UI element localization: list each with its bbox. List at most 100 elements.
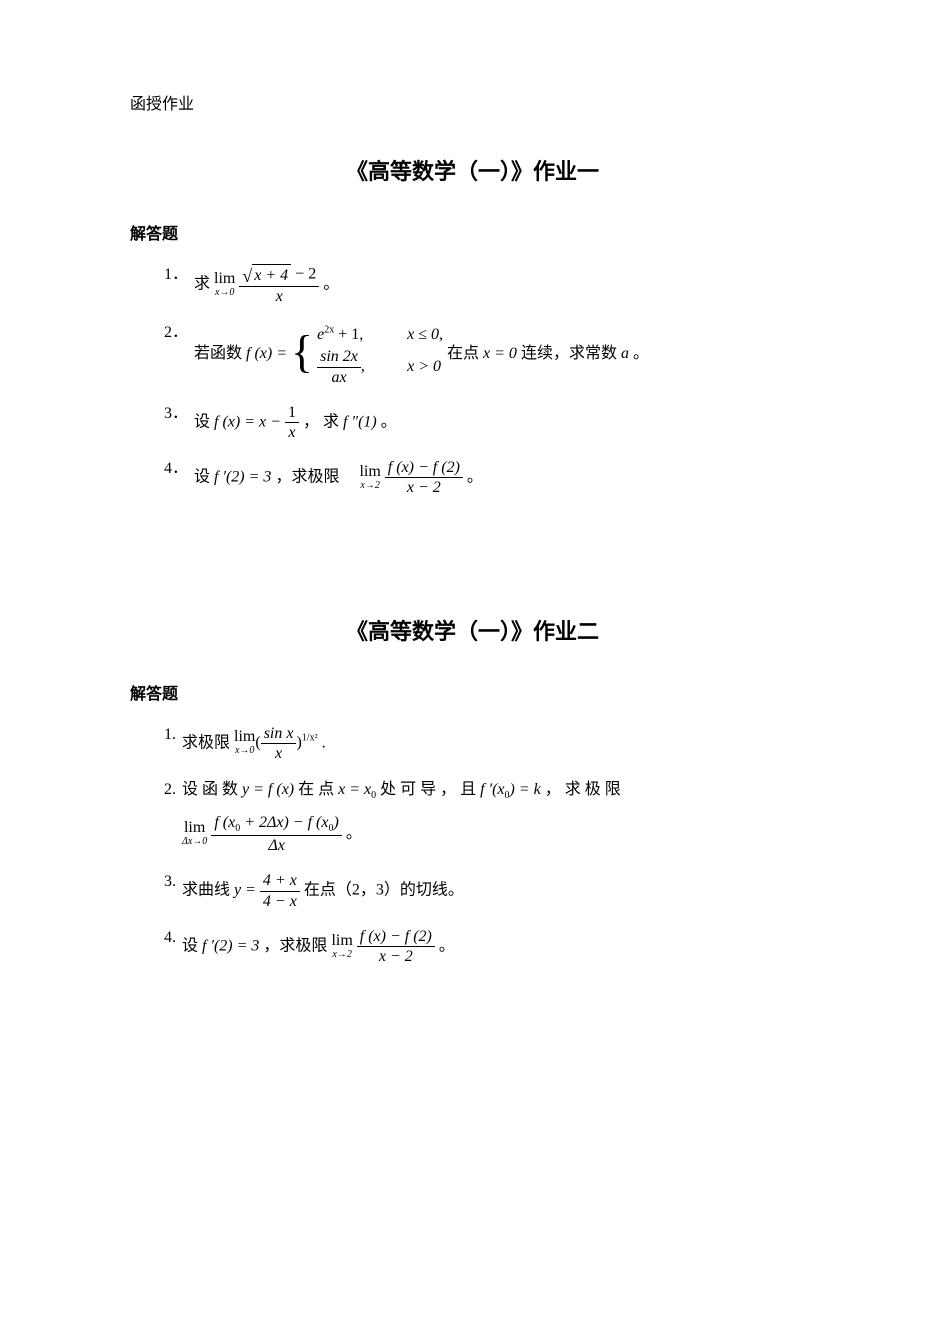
denominator: x <box>285 423 299 442</box>
problem-body: 设 f (x) = x − 1 x ， 求 f ″(1) 。 <box>194 403 815 442</box>
text: a <box>621 345 629 362</box>
text: 求曲线 <box>182 882 234 899</box>
text: 。 <box>633 345 649 362</box>
text: ，求极限 <box>263 937 331 954</box>
denominator: 4 − x <box>260 892 300 911</box>
text: + 1, <box>334 326 363 343</box>
text: ，求极限 <box>275 468 355 485</box>
limit: lim x→2 <box>331 933 352 961</box>
a2-problem-2: 2. 设 函 数 y = f (x) 在 点 x = x0 处 可 导 ， 且 … <box>130 779 815 803</box>
fraction: 4 + x 4 − x <box>260 871 300 910</box>
text: 若函数 <box>194 345 246 362</box>
text: 。 <box>381 413 397 430</box>
text: f (x) = x − <box>214 413 285 430</box>
fraction: f (x) − f (2) x − 2 <box>385 458 463 497</box>
a2-problem-1: 1. 求极限 lim x→0 ( sin x x )1/x² . <box>130 724 815 763</box>
text: 。 <box>467 468 483 485</box>
problem-number: 1. <box>164 724 176 746</box>
text: f ″(1) <box>343 413 377 430</box>
numerator: f (x) − f (2) <box>385 458 463 478</box>
text: 。 <box>323 276 339 293</box>
limit-sub: x→2 <box>359 480 380 492</box>
limit: lim x→0 <box>234 729 255 757</box>
numerator: 1 <box>285 403 299 423</box>
assignment-2-title: 《高等数学（一）》作业二 <box>130 614 815 646</box>
fx: f (x) = <box>246 345 291 362</box>
text: 设 <box>194 468 214 485</box>
text: 求极限 <box>182 734 234 751</box>
text: 设 函 数 <box>182 781 242 798</box>
condition: x > 0 <box>397 354 441 380</box>
text: f (x <box>214 814 235 831</box>
denominator: Δx <box>211 836 342 855</box>
page: 函授作业 《高等数学（一）》作业一 解答题 1． 求 lim x→0 √ x +… <box>0 0 945 1337</box>
text: + 2Δx) − f (x <box>240 814 328 831</box>
limit-sub: Δx→0 <box>182 836 207 848</box>
fraction: sin x x <box>261 724 297 763</box>
a1-problem-3: 3． 设 f (x) = x − 1 x ， 求 f ″(1) 。 <box>130 403 815 442</box>
a1-problem-4: 4． 设 f ′(2) = 3 ，求极限 lim x→2 f (x) − f (… <box>130 458 815 497</box>
piecewise: e2x + 1, x ≤ 0, sin 2x ax , x > 0 <box>317 322 443 387</box>
problem-body: lim Δx→0 f (x0 + 2Δx) − f (x0) Δx 。 <box>182 813 815 855</box>
text: 设 <box>182 937 202 954</box>
a2-problem-4: 4. 设 f ′(2) = 3 ，求极限 lim x→2 f (x) − f (… <box>130 927 815 966</box>
condition: x ≤ 0, <box>397 322 443 348</box>
text: 。 <box>439 937 455 954</box>
spacer <box>130 514 815 614</box>
text: 在 点 <box>298 781 338 798</box>
problem-body: 求极限 lim x→0 ( sin x x )1/x² . <box>182 724 815 763</box>
limit-sub: x→2 <box>331 949 352 961</box>
assignment-2-section-label: 解答题 <box>130 680 815 704</box>
denominator: ax <box>317 368 361 387</box>
sqrt-body: x + 4 <box>252 264 291 286</box>
numerator: sin 2x <box>317 347 361 367</box>
problem-body: 求 lim x→0 √ x + 4 − 2 x 。 <box>194 264 815 306</box>
limit-sub: x→0 <box>214 287 235 299</box>
a1-problem-1: 1． 求 lim x→0 √ x + 4 − 2 x <box>130 264 815 306</box>
subscript: 0 <box>371 790 376 801</box>
spacer <box>164 813 176 835</box>
assignment-1-title: 《高等数学（一）》作业一 <box>130 154 815 186</box>
problem-body: 设 函 数 y = f (x) 在 点 x = x0 处 可 导 ， 且 f ′… <box>182 779 815 803</box>
problem-number: 3． <box>164 403 188 425</box>
text: 设 <box>194 413 214 430</box>
header-label: 函授作业 <box>130 90 815 114</box>
problem-number: 1． <box>164 264 188 286</box>
text: 求 <box>194 276 210 293</box>
text: f ′(x0) = k <box>480 781 541 798</box>
a2-problem-2-line2: lim Δx→0 f (x0 + 2Δx) − f (x0) Δx 。 <box>130 813 815 855</box>
problem-number: 2． <box>164 322 188 344</box>
problem-number: 3. <box>164 871 176 893</box>
text: ， 求 极 限 <box>545 781 621 798</box>
problem-body: 若函数 f (x) = { e2x + 1, x ≤ 0, sin 2x ax … <box>194 322 815 387</box>
problem-number: 2. <box>164 779 176 801</box>
text: , <box>361 358 365 375</box>
fraction: f (x) − f (2) x − 2 <box>357 927 435 966</box>
problem-number: 4． <box>164 458 188 480</box>
superscript: 2x <box>324 324 334 335</box>
numerator: f (x) − f (2) <box>357 927 435 947</box>
text: . <box>322 734 326 751</box>
numerator: 4 + x <box>260 871 300 891</box>
denominator: x <box>261 744 297 763</box>
text: 连续，求常数 <box>521 345 621 362</box>
text: 在点（2，3）的切线。 <box>304 882 464 899</box>
problem-body: 求曲线 y = 4 + x 4 − x 在点（2，3）的切线。 <box>182 871 815 910</box>
text: 。 <box>346 825 362 842</box>
brace-icon: { <box>291 329 313 375</box>
fraction: √ x + 4 − 2 x <box>239 264 319 306</box>
denominator: x − 2 <box>385 478 463 497</box>
text: f ′(2) = 3 <box>214 468 271 485</box>
fraction: sin 2x ax <box>317 347 361 386</box>
limit: lim x→2 <box>359 464 380 492</box>
text: ， 求 <box>303 413 343 430</box>
numerator: sin x <box>261 724 297 744</box>
text: x = x0 <box>338 781 376 798</box>
text: 在点 <box>447 345 483 362</box>
text: − 2 <box>291 265 316 282</box>
limit: lim x→0 <box>214 271 235 299</box>
assignment-1-section-label: 解答题 <box>130 220 815 244</box>
denominator: x − 2 <box>357 947 435 966</box>
sqrt: √ x + 4 <box>242 264 291 286</box>
problem-body: 设 f ′(2) = 3 ，求极限 lim x→2 f (x) − f (2) … <box>182 927 815 966</box>
